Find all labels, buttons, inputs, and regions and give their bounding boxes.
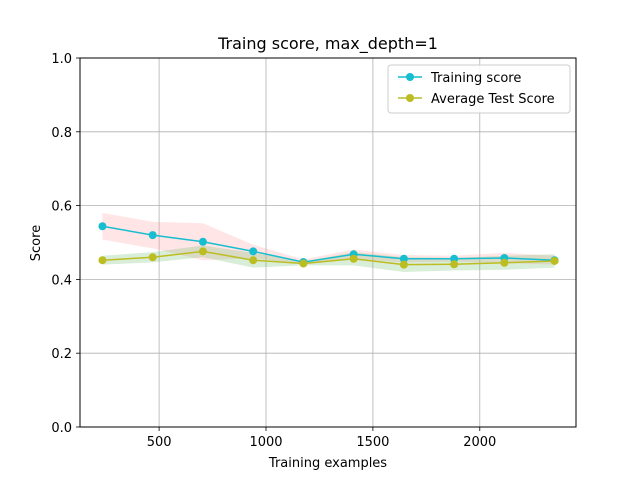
series-1-point [148,253,157,262]
series-0-point [249,247,258,256]
series-1-point [249,256,258,265]
y-tick-label: 0.0 [51,421,72,436]
series-1-point [299,259,308,268]
series-1-point [98,256,107,265]
series-1-point [550,256,559,265]
series-1-line [102,250,555,266]
series-0-point [450,254,459,263]
legend-label-1: Average Test Score [431,92,555,107]
x-tick-label: 1500 [356,435,389,450]
series-markers [98,222,559,269]
plot-frame [79,57,577,428]
y-tick-label: 0.8 [51,126,72,141]
series-0-point [399,254,408,263]
series-1-point [450,260,459,269]
legend-label-0: Training score [430,71,521,86]
legend-marker-1 [406,94,414,102]
series-0-point [198,237,207,246]
series-1-point [399,260,408,269]
series-0-line [102,225,555,263]
x-tick-label: 1000 [249,435,282,450]
y-tick-label: 0.2 [51,347,72,362]
y-axis-label: Score [29,225,44,261]
series-1-point [198,247,207,256]
series-lines [102,225,555,266]
series-1-point [349,254,358,263]
legend-marker-0 [406,73,414,81]
chart-title: Traing score, max_depth=1 [217,34,438,54]
y-tick-label: 1.0 [51,52,72,67]
series-0-point [148,231,157,240]
series-1-point [500,258,509,267]
y-axis-ticks: 0.0 0.2 0.4 0.6 0.8 1.0 [51,52,80,436]
legend: Training score Average Test Score [387,64,571,114]
y-tick-label: 0.6 [51,200,72,215]
x-axis-ticks: 500 1000 1500 2000 [147,427,496,450]
y-tick-label: 0.4 [51,273,72,288]
legend-box [387,64,571,114]
x-tick-label: 2000 [463,435,496,450]
x-axis-label: Training examples [268,456,387,471]
x-tick-label: 500 [147,435,172,450]
series-0-point [98,222,107,231]
series-0-band [102,212,555,265]
